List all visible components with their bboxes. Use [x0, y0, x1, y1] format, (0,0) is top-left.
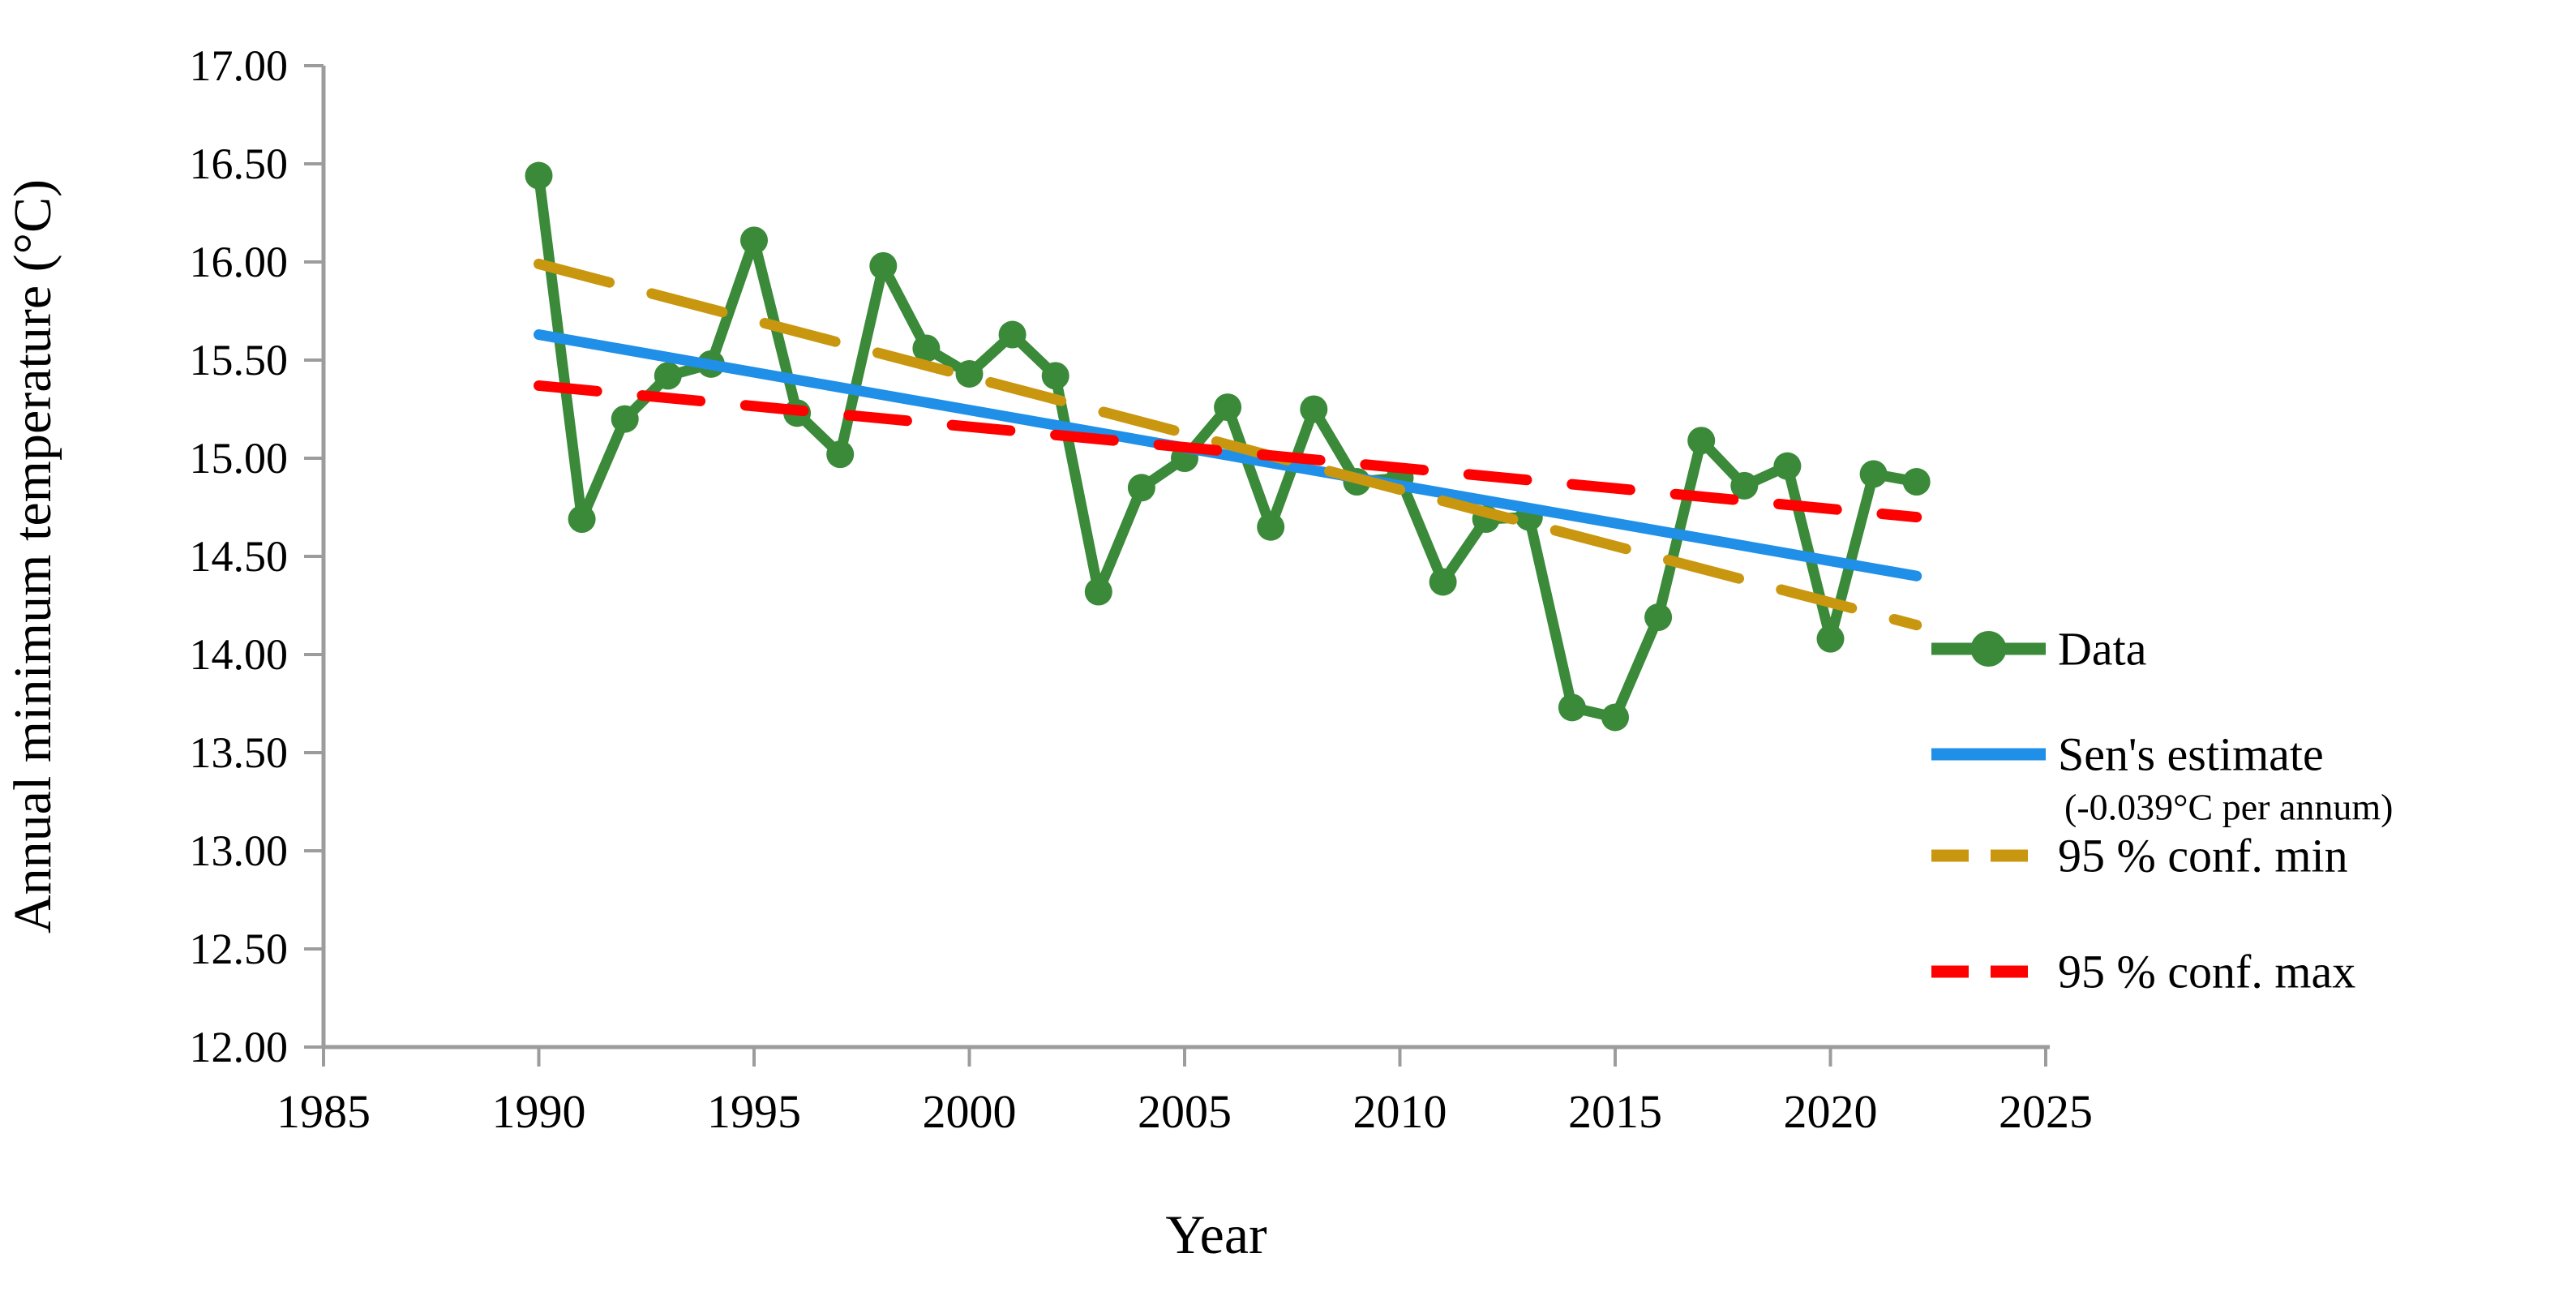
x-tick-label: 1995	[707, 1085, 801, 1138]
legend-sublabel: (-0.039°C per annum)	[2064, 787, 2393, 828]
y-tick-label: 15.00	[190, 434, 289, 483]
data-point	[611, 405, 639, 433]
x-tick-label: 2000	[923, 1085, 1017, 1138]
data-point	[1773, 452, 1802, 480]
x-axis-title: Year	[1165, 1204, 1267, 1265]
data-point	[1730, 471, 1759, 500]
data-point	[912, 334, 941, 363]
data-point	[1084, 577, 1112, 606]
x-tick-label: 2005	[1138, 1085, 1232, 1138]
x-axis: 1985 1990 1995 2000 2005 2010 2015 2020 2025	[276, 1045, 2093, 1138]
y-tick-label: 12.50	[190, 925, 289, 973]
data-point	[1558, 693, 1586, 722]
y-tick-label: 16.50	[190, 140, 289, 188]
data-point	[869, 251, 898, 280]
data-point	[826, 440, 855, 469]
data-point	[1257, 513, 1285, 541]
y-tick-label: 14.50	[190, 532, 289, 581]
data-point	[740, 226, 768, 255]
data-point	[525, 161, 553, 190]
y-tick-label: 16.00	[190, 238, 289, 286]
x-tick-label: 2020	[1784, 1085, 1878, 1138]
legend-item-sen-s-estimate: Sen's estimate (-0.039°C per annum)	[1931, 728, 2393, 828]
data-point	[1429, 568, 1457, 596]
legend-label: Data	[2058, 623, 2147, 676]
y-axis-title: Annual minimum temperature (°C)	[3, 179, 62, 934]
series-sen-s-estimate	[534, 329, 1922, 582]
y-axis: 17.00 16.50 16.00 15.50 15.00 14.50 14.00 13.50…	[190, 41, 326, 1071]
y-tick-label: 14.00	[190, 630, 289, 679]
x-tick-label: 1990	[492, 1085, 586, 1138]
legend-item-95-conf-min: 95 % conf. min	[1931, 830, 2348, 882]
data-point	[1601, 703, 1629, 732]
data-point	[1902, 468, 1931, 496]
data-point	[1214, 393, 1242, 422]
data-point	[1859, 460, 1888, 488]
data-point	[1300, 395, 1328, 423]
y-tick-label: 13.50	[190, 728, 289, 777]
y-tick-label: 12.00	[190, 1023, 289, 1071]
legend-item-95-conf-max: 95 % conf. max	[1931, 946, 2355, 998]
legend-label: 95 % conf. max	[2058, 946, 2355, 998]
data-point	[1041, 362, 1069, 390]
legend-label: 95 % conf. min	[2058, 830, 2348, 882]
legend-label: Sen's estimate	[2058, 728, 2324, 781]
series-95-conf-min	[534, 258, 1922, 631]
data-point	[1816, 625, 1845, 653]
legend-swatch-marker	[1970, 631, 2007, 667]
data-point	[1644, 603, 1673, 632]
x-tick-label: 2015	[1568, 1085, 1662, 1138]
x-tick-label: 1985	[276, 1085, 371, 1138]
data-point	[1687, 427, 1716, 455]
data-point	[955, 359, 984, 388]
data-point	[1127, 474, 1155, 502]
y-tick-label: 13.00	[190, 826, 289, 875]
data-point	[998, 320, 1027, 349]
legend-item-data: Data	[1931, 623, 2147, 676]
y-tick-label: 15.50	[190, 336, 289, 384]
series-95-conf-max	[534, 380, 1922, 523]
x-tick-label: 2010	[1353, 1085, 1447, 1138]
y-tick-label: 17.00	[190, 41, 289, 90]
data-point	[654, 362, 682, 390]
x-tick-label: 2025	[1999, 1085, 2093, 1138]
data-point	[568, 505, 596, 534]
